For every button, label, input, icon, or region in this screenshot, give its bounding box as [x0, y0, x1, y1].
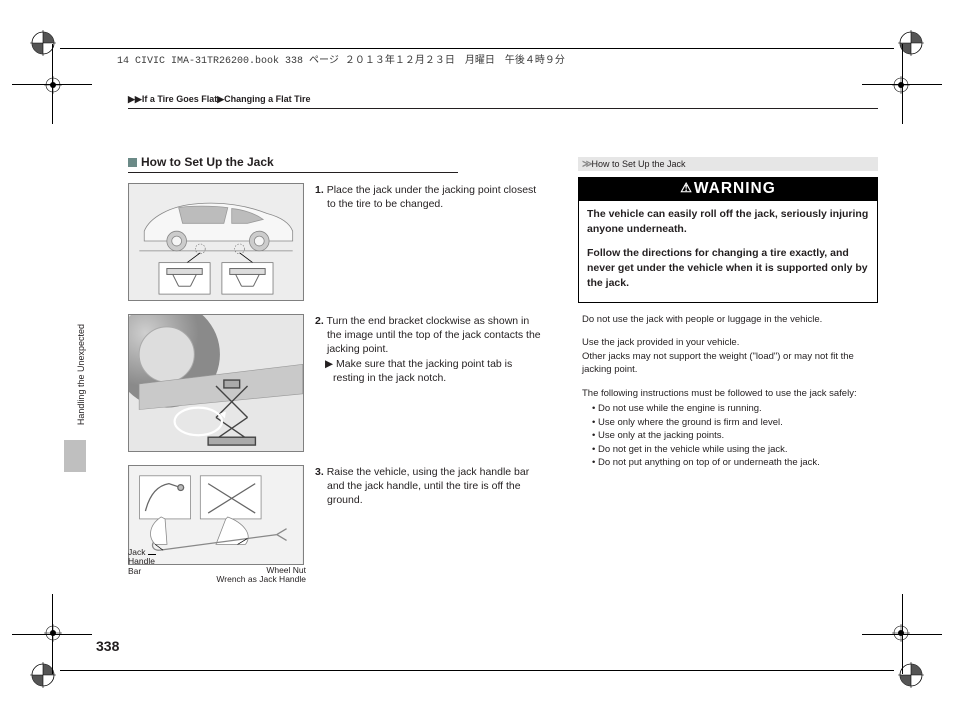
double-chevron-icon: ≫ — [582, 159, 589, 170]
sidebar-reference-header: ≫How to Set Up the Jack — [578, 157, 878, 171]
section-heading: How to Set Up the Jack — [128, 155, 274, 169]
note-text: Do not use the jack with people or lugga… — [582, 313, 878, 326]
registration-mark-small-icon — [892, 624, 910, 642]
note-text: Use the jack provided in your vehicle. — [582, 336, 878, 349]
step-1: 1. Place the jack under the jacking poin… — [315, 183, 545, 211]
thumb-tab — [64, 440, 86, 472]
callout-leader — [148, 554, 156, 555]
section-square-icon — [128, 158, 137, 167]
callout-jack-handle-bar: Jack Handle Bar — [128, 548, 155, 576]
section-underline — [128, 172, 458, 173]
section-title: How to Set Up the Jack — [141, 155, 274, 169]
note-bullet: Do not put anything on top of or underne… — [592, 456, 878, 469]
warning-title: ⚠WARNING — [579, 178, 877, 201]
note-text: The following instructions must be follo… — [582, 387, 878, 400]
warning-text: Follow the directions for changing a tir… — [587, 246, 869, 290]
bottom-rule — [60, 670, 894, 671]
breadcrumb: ▶▶If a Tire Goes Flat▶Changing a Flat Ti… — [128, 94, 310, 105]
note-bullet: Do not get in the vehicle while using th… — [592, 443, 878, 456]
registration-mark-small-icon — [892, 76, 910, 94]
note-bullet: Use only at the jacking points. — [592, 429, 878, 442]
warning-triangle-icon: ⚠ — [680, 180, 693, 195]
note-bullet: Use only where the ground is firm and le… — [592, 416, 878, 429]
header-stamp: 14 CIVIC IMA-31TR26200.book 338 ページ ２０１３… — [117, 51, 565, 67]
callout-wheel-nut-wrench: Wheel Nut Wrench as Jack Handle — [186, 566, 306, 585]
note-bullet: Do not use while the engine is running. — [592, 402, 878, 415]
side-notes: Do not use the jack with people or lugga… — [582, 313, 878, 470]
step-3: 3. Raise the vehicle, using the jack han… — [315, 465, 545, 508]
step-2: 2. Turn the end bracket clockwise as sho… — [315, 314, 545, 385]
side-chapter-label: Handling the Unexpected — [76, 324, 86, 425]
header-rule — [128, 108, 878, 109]
registration-mark-small-icon — [44, 76, 62, 94]
warning-box: ⚠WARNING The vehicle can easily roll off… — [578, 177, 878, 303]
figure-car-jacking-points — [128, 183, 304, 301]
warning-text: The vehicle can easily roll off the jack… — [587, 207, 869, 236]
registration-mark-small-icon — [44, 624, 62, 642]
figure-jack-closeup — [128, 314, 304, 452]
note-text: Other jacks may not support the weight (… — [582, 350, 878, 377]
page-number: 338 — [96, 638, 119, 654]
top-rule — [60, 48, 894, 49]
